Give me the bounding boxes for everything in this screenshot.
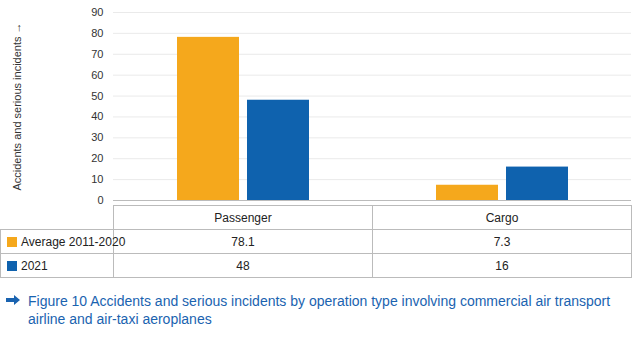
html-text:78.1: 78.1: [231, 234, 255, 249]
svg-text:50: 50: [91, 90, 103, 102]
svg-text:80: 80: [91, 27, 103, 39]
svg-text:0: 0: [97, 194, 103, 205]
html-text:Average 2011-2020: Average 2011-2020: [21, 234, 126, 249]
svg-text:40: 40: [91, 110, 103, 122]
svg-text:20: 20: [91, 152, 103, 164]
html-text:Cargo: Cargo: [485, 210, 519, 225]
svg-text:10: 10: [91, 173, 103, 185]
svg-text:Accidents and serious incident: Accidents and serious incidents →: [11, 22, 23, 190]
svg-text:30: 30: [91, 131, 103, 143]
html-text:Figure 10 Accidents and seriou: Figure 10 Accidents and serious incident…: [28, 293, 611, 327]
svg-text:70: 70: [91, 48, 103, 60]
svg-text:60: 60: [91, 69, 103, 81]
svg-text:90: 90: [91, 6, 103, 18]
html-text:Passenger: Passenger: [214, 210, 272, 225]
html-text:48: 48: [236, 258, 250, 273]
html-text:16: 16: [495, 258, 509, 273]
html-text:2021: 2021: [21, 258, 48, 273]
html-text:7.3: 7.3: [493, 234, 511, 249]
